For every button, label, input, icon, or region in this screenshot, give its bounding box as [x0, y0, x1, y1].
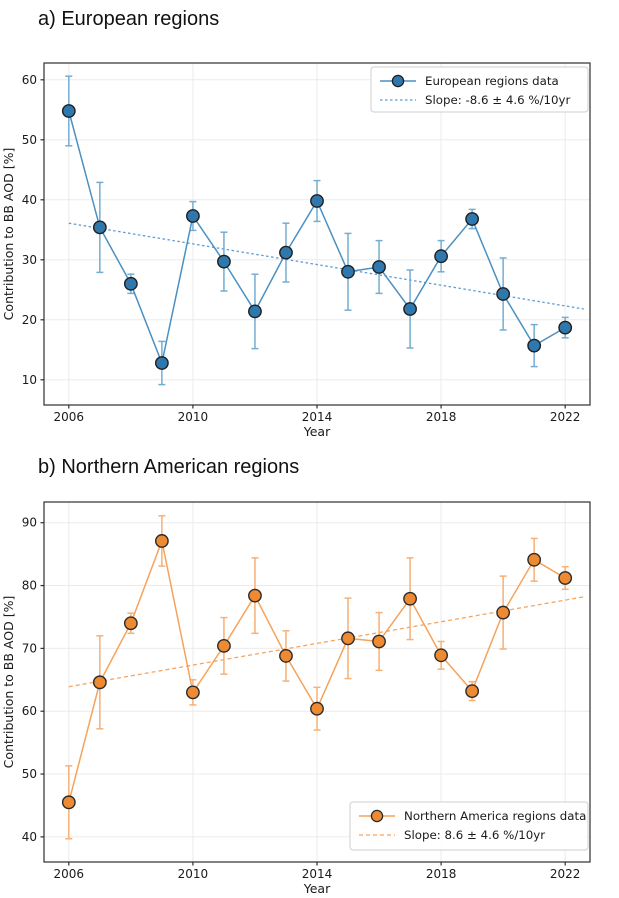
- data-point-2018: [434, 249, 448, 264]
- data-point-2019: [465, 212, 480, 226]
- data-point-2015: [341, 631, 355, 646]
- y-axis-label: Contribution to BB AOD [%]: [1, 148, 16, 321]
- x-tick-label: 2022: [550, 867, 581, 881]
- y-tick-label: 10: [22, 373, 37, 387]
- data-point-2009: [154, 356, 169, 370]
- legend-label-data: European regions data: [425, 74, 559, 88]
- data-point-2022: [558, 571, 573, 585]
- x-tick-label: 2010: [178, 867, 209, 881]
- y-tick-label: 80: [22, 579, 37, 593]
- x-tick-label: 2014: [302, 867, 333, 881]
- x-tick-label: 2010: [178, 410, 209, 424]
- figure-b-title: b) Northern American regions: [38, 456, 300, 478]
- x-tick-label: 2022: [550, 410, 581, 424]
- y-tick-label: 70: [22, 641, 37, 655]
- chart-european-regions: 2006 2010 2014 2018 2022 10 20 30 40 50 60 Year Cont…: [1, 62, 591, 439]
- legend-box: [370, 66, 589, 113]
- y-tick-label: 60: [22, 73, 37, 87]
- data-point-2007: [92, 220, 107, 235]
- data-point-2010: [186, 685, 200, 700]
- data-point-2011: [217, 254, 231, 269]
- y-tick-label: 60: [22, 704, 37, 718]
- x-axis-label: Year: [303, 424, 331, 439]
- data-point-2007: [92, 675, 107, 690]
- x-tick-label: 2014: [302, 410, 333, 424]
- data-point-2022: [558, 320, 573, 335]
- legend-box: [349, 801, 589, 851]
- data-point-2017: [403, 591, 417, 606]
- data-point-2009: [154, 534, 169, 548]
- data-point-2021: [527, 338, 542, 353]
- data-point-2021: [527, 552, 542, 567]
- data-point-2011: [217, 638, 231, 653]
- figure-european-regions: a) European regions 2006 2010 2014 2018 2022…: [1, 8, 591, 439]
- data-point-2014: [310, 194, 324, 208]
- y-tick-label: 40: [22, 193, 37, 207]
- data-point-2016: [372, 634, 386, 649]
- data-point-2013: [279, 245, 293, 260]
- chart-northern-america-regions: 2006 2010 2014 2018 2022 40 50 60 70 80 90 Year Cont…: [1, 501, 591, 896]
- data-point-2020: [496, 287, 511, 301]
- data-point-2006: [61, 104, 76, 118]
- data-point-2008: [123, 276, 138, 291]
- y-tick-label: 30: [22, 253, 37, 267]
- data-point-2018: [434, 648, 448, 663]
- data-point-2015: [341, 264, 355, 279]
- data-point-2017: [403, 302, 417, 316]
- data-point-2008: [123, 616, 138, 631]
- y-axis-label: Contribution to BB AOD [%]: [1, 596, 16, 769]
- legend-sample-marker: [391, 74, 405, 88]
- figure-northern-american-regions: b) Northern American regions 2006 2010 201…: [0, 449, 619, 898]
- y-tick-label: 40: [22, 830, 37, 844]
- x-tick-label: 2006: [54, 867, 85, 881]
- y-tick-label: 20: [22, 313, 37, 327]
- legend-label-slope: Slope: 8.6 ± 4.6 %/10yr: [404, 828, 545, 842]
- y-tick-label: 50: [22, 133, 37, 147]
- data-point-2016: [372, 260, 386, 274]
- data-point-2014: [310, 701, 324, 716]
- x-tick-label: 2018: [426, 410, 457, 424]
- y-tick-label: 50: [22, 767, 37, 781]
- legend-sample-marker: [370, 809, 384, 823]
- data-point-2020: [496, 605, 511, 620]
- x-axis-label: Year: [303, 881, 331, 896]
- y-tick-label: 90: [22, 516, 37, 530]
- x-tick-label: 2006: [54, 410, 85, 424]
- data-point-2012: [248, 588, 262, 603]
- x-tick-label: 2018: [426, 867, 457, 881]
- data-point-2006: [61, 795, 76, 810]
- legend-label-data: Northern America regions data: [404, 809, 586, 823]
- data-point-2019: [465, 684, 480, 699]
- data-point-2012: [248, 304, 262, 319]
- data-point-2010: [186, 209, 200, 223]
- figure-a-title: a) European regions: [38, 8, 220, 30]
- legend-label-slope: Slope: -8.6 ± 4.6 %/10yr: [425, 93, 571, 107]
- data-point-2013: [279, 649, 293, 663]
